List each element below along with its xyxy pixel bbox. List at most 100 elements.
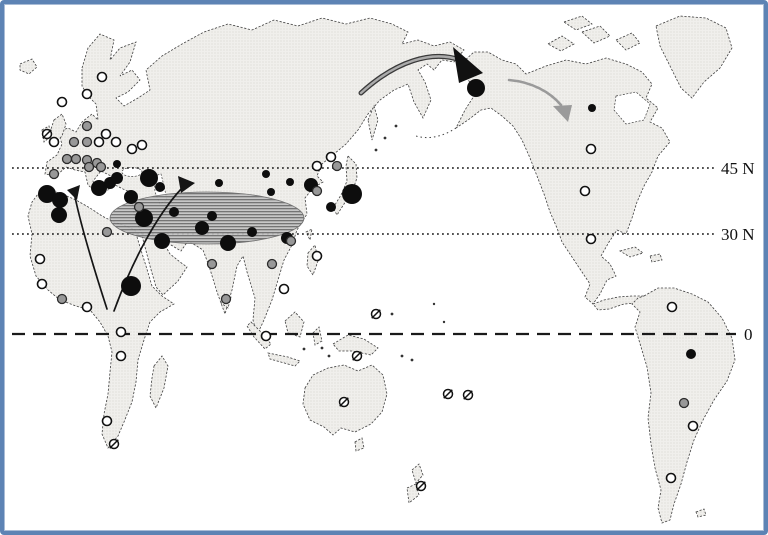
marker-slash-line [416, 481, 426, 491]
island-speck [432, 302, 436, 306]
marker-open [100, 128, 112, 140]
marker-open [56, 96, 68, 108]
marker-open [136, 139, 148, 151]
marker-filled [113, 160, 121, 168]
marker-slash-line [443, 389, 453, 399]
landmass-madagascar [149, 355, 169, 409]
island-speck [442, 320, 446, 324]
marker-gray [83, 161, 95, 173]
island-speck [320, 346, 324, 350]
latitude-label-lat-45n: 45 N [721, 159, 755, 178]
black-sea [121, 167, 143, 177]
aleutian-arc [415, 127, 457, 139]
marker-gray [285, 235, 297, 247]
marker-filled [220, 235, 236, 251]
landmass-greenland [655, 15, 733, 99]
arctic-island-2 [581, 25, 611, 44]
marker-filled [342, 184, 362, 204]
island-speck [400, 354, 404, 358]
marker-open [81, 301, 93, 313]
marker-filled [267, 188, 275, 196]
marker-filled [91, 180, 107, 196]
marker-filled [135, 209, 153, 227]
marker-open [101, 415, 113, 427]
marker-open [126, 143, 138, 155]
arctic-island-4 [563, 15, 593, 31]
marker-filled [195, 221, 209, 235]
marker-filled [326, 202, 336, 212]
marker-open [115, 326, 127, 338]
arrow-to-central-asia [113, 187, 183, 312]
landmass-north-america [454, 51, 671, 305]
marker-gray [678, 397, 690, 409]
marker-filled [467, 79, 485, 97]
landmass-borneo [284, 311, 305, 338]
marker-gray [206, 258, 218, 270]
island-speck [327, 354, 331, 358]
marker-filled [38, 185, 56, 203]
landmass-eurasia [44, 17, 465, 337]
landmass-hispaniola [649, 253, 663, 263]
marker-filled [286, 178, 294, 186]
arrow-to-central-asia-arrowhead [178, 176, 195, 193]
marker-filled [154, 233, 170, 249]
marker-gray [81, 136, 93, 148]
marker-filled [588, 104, 596, 112]
marker-open [81, 88, 93, 100]
arctic-island-3 [615, 32, 641, 51]
marker-open [311, 160, 323, 172]
marker-filled [121, 276, 141, 296]
central-america-isthmus [592, 295, 645, 311]
marker-open [665, 472, 677, 484]
marker-gray [70, 153, 82, 165]
marker-slash-line [463, 390, 473, 400]
continents [19, 15, 736, 524]
arrow-to-west-mediterranean [74, 196, 108, 310]
marker-open [687, 420, 699, 432]
marker-gray [95, 161, 107, 173]
arctic-island-1 [547, 35, 575, 52]
marker-gray [220, 293, 232, 305]
landmass-tasmania [354, 437, 365, 452]
marker-open [115, 350, 127, 362]
marker-open [325, 151, 337, 163]
marker-slash-line [42, 129, 52, 139]
marker-filled [169, 207, 179, 217]
marker-gray [101, 226, 113, 238]
island-speck [374, 148, 378, 152]
marker-slash-line [109, 439, 119, 449]
marker-filled [140, 169, 158, 187]
marker-open [34, 253, 46, 265]
landmass-new-zealand-south [406, 483, 420, 504]
landmass-japan [332, 155, 358, 216]
landmass-sumatra [246, 321, 272, 350]
marker-filled [262, 170, 270, 178]
marker-filled [215, 179, 223, 187]
landmass-sulawesi [312, 326, 323, 346]
marker-gray [133, 201, 145, 213]
marker-filled [51, 207, 67, 223]
marker-filled [124, 190, 138, 204]
world-map: 45 N 30 N 0 [12, 15, 755, 524]
marker-gray [311, 185, 323, 197]
latitude-label-lat-30n: 30 N [721, 225, 755, 244]
island-speck [410, 358, 414, 362]
marker-open [93, 136, 105, 148]
marker-slash-line [339, 397, 349, 407]
island-speck [302, 347, 306, 351]
island-speck [383, 136, 387, 140]
landmass-java [267, 352, 301, 367]
landmass-iceland [19, 58, 38, 75]
marker-open [579, 185, 591, 197]
marker-gray [68, 136, 80, 148]
marker-filled [207, 211, 217, 221]
latitude-label-equator: 0 [744, 325, 753, 344]
marker-open [585, 233, 597, 245]
marker-gray [81, 120, 93, 132]
landmass-new-zealand-north [411, 463, 424, 484]
marker-open [110, 136, 122, 148]
arrow-beringia-band [359, 55, 462, 95]
falkland-islands [695, 508, 707, 518]
marker-filled [52, 192, 68, 208]
